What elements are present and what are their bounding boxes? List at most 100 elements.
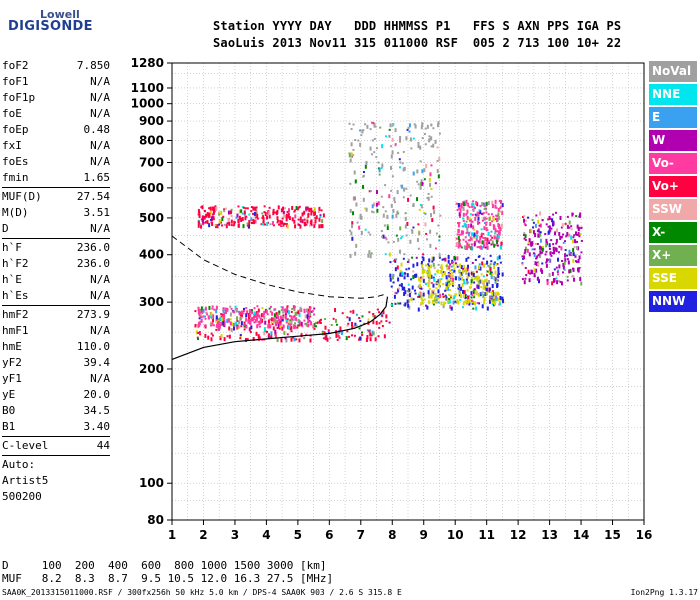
echo-point bbox=[408, 293, 411, 298]
echo-point bbox=[294, 311, 297, 316]
echo-point bbox=[305, 333, 308, 336]
echo-point bbox=[533, 275, 536, 278]
echo-point bbox=[432, 300, 435, 303]
echo-point bbox=[285, 217, 288, 222]
param-label: h`E bbox=[2, 273, 22, 286]
echo-point bbox=[268, 211, 271, 216]
echo-point bbox=[564, 258, 567, 263]
echo-point bbox=[354, 322, 357, 327]
echo-point bbox=[500, 199, 503, 204]
echo-point bbox=[359, 336, 362, 341]
echo-point bbox=[471, 261, 474, 264]
x-tick-label: 8 bbox=[388, 528, 396, 542]
echo-point bbox=[228, 221, 231, 226]
echo-point bbox=[273, 313, 276, 318]
echo-point bbox=[465, 232, 468, 235]
echo-point bbox=[200, 206, 203, 209]
echo-point bbox=[324, 317, 327, 320]
echo-point bbox=[277, 313, 280, 316]
echo-point bbox=[235, 308, 238, 313]
echo-point bbox=[297, 310, 300, 315]
echo-point bbox=[275, 314, 278, 317]
echo-point bbox=[450, 278, 453, 283]
echo-point bbox=[258, 321, 261, 326]
echo-point bbox=[327, 329, 330, 332]
echo-point bbox=[460, 206, 463, 209]
echo-point bbox=[321, 219, 324, 224]
echo-point bbox=[368, 190, 371, 193]
echo-point bbox=[444, 294, 447, 297]
echo-point bbox=[298, 205, 301, 208]
echo-point bbox=[523, 252, 526, 255]
echo-point bbox=[539, 232, 542, 237]
param-value: N/A bbox=[90, 139, 110, 152]
echo-point bbox=[422, 275, 425, 278]
echo-point bbox=[465, 257, 468, 262]
echo-point bbox=[377, 201, 380, 206]
echo-point bbox=[424, 143, 427, 146]
echo-point bbox=[569, 268, 572, 273]
echo-point bbox=[489, 238, 492, 241]
echo-point bbox=[284, 315, 287, 320]
echo-point bbox=[239, 311, 242, 316]
x-tick-label: 6 bbox=[325, 528, 333, 542]
echo-point bbox=[445, 264, 448, 267]
echo-point bbox=[428, 270, 431, 275]
echo-point bbox=[474, 213, 477, 216]
echo-point bbox=[205, 213, 208, 218]
echo-point bbox=[493, 265, 496, 270]
echo-point bbox=[287, 212, 290, 215]
echo-point bbox=[433, 299, 436, 302]
echo-point bbox=[380, 195, 383, 198]
param-value: 3.51 bbox=[83, 206, 111, 219]
echo-point bbox=[399, 249, 402, 254]
echo-point bbox=[442, 258, 445, 261]
echo-point bbox=[451, 269, 454, 272]
echo-point bbox=[211, 334, 214, 337]
echo-point bbox=[316, 321, 319, 324]
echo-point bbox=[561, 271, 564, 274]
echo-point bbox=[462, 269, 465, 274]
echo-point bbox=[472, 208, 475, 211]
echo-point bbox=[451, 259, 454, 264]
echo-point bbox=[237, 205, 240, 208]
echo-point bbox=[421, 300, 424, 305]
param-label: h`F2 bbox=[2, 257, 29, 270]
echo-point bbox=[539, 231, 542, 234]
echo-point bbox=[488, 242, 491, 245]
echo-point bbox=[574, 260, 577, 263]
echo-point bbox=[418, 277, 421, 282]
echo-point bbox=[400, 283, 403, 288]
echo-point bbox=[255, 208, 258, 213]
echo-point bbox=[330, 324, 333, 327]
echo-point bbox=[349, 310, 352, 313]
echo-point bbox=[448, 265, 451, 270]
echo-point bbox=[404, 302, 407, 307]
echo-point bbox=[457, 236, 460, 241]
echo-point bbox=[403, 187, 406, 192]
echo-point bbox=[309, 220, 312, 225]
echo-point bbox=[301, 325, 304, 328]
echo-point bbox=[262, 313, 265, 318]
echo-point bbox=[530, 269, 533, 274]
echo-point bbox=[381, 325, 384, 328]
echo-point bbox=[356, 221, 359, 224]
y-tick-label: 200 bbox=[139, 362, 164, 376]
footer-version: Ion2Png 1.3.17 bbox=[630, 588, 698, 597]
echo-point bbox=[427, 282, 430, 285]
echo-point bbox=[417, 307, 420, 312]
param-label: yF2 bbox=[2, 356, 22, 369]
echo-point bbox=[260, 313, 263, 318]
echo-point bbox=[210, 221, 213, 224]
echo-point bbox=[213, 208, 216, 213]
echo-point bbox=[483, 216, 486, 221]
echo-point bbox=[322, 337, 325, 340]
echo-point bbox=[270, 331, 273, 336]
echo-point bbox=[254, 216, 257, 219]
echo-point bbox=[424, 264, 427, 267]
echo-point bbox=[268, 214, 271, 219]
echo-point bbox=[313, 211, 316, 216]
echo-point bbox=[478, 265, 481, 270]
echo-point bbox=[426, 271, 429, 274]
echo-point bbox=[476, 211, 479, 216]
